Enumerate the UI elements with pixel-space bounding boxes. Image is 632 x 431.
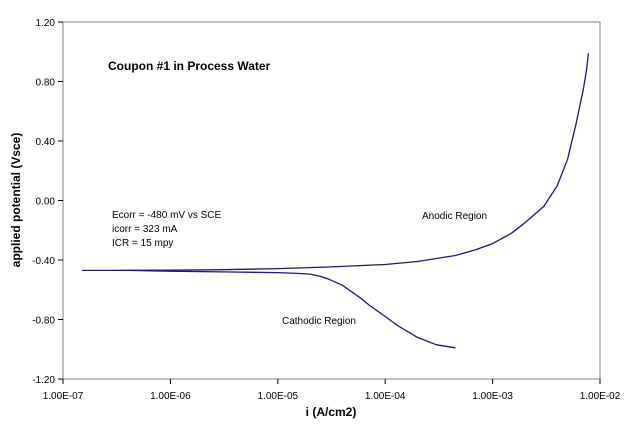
x-tick-label: 1.00E-05 [258, 391, 299, 402]
anodic-curve [81, 53, 590, 272]
y-tick-label: 1.20 [36, 18, 56, 29]
x-tick-label: 1.00E-07 [43, 391, 84, 402]
cathodic-curve [127, 269, 456, 349]
x-tick-label: 1.00E-06 [150, 391, 191, 402]
x-tick-label: 1.00E-04 [365, 391, 406, 402]
annotation-icr: ICR = 15 mpy [112, 238, 173, 249]
x-tick-label: 1.00E-02 [580, 391, 621, 402]
series-layer [81, 53, 590, 349]
chart-title: Coupon #1 in Process Water [108, 59, 271, 73]
x-tick-label: 1.00E-03 [472, 391, 513, 402]
annotation-ecorr: Ecorr = -480 mV vs SCE [112, 210, 222, 221]
y-tick-label: -0.80 [32, 316, 55, 327]
y-tick-label: 0.00 [36, 197, 56, 208]
y-axis: 1.20 0.80 0.40 0.00 -0.40 -0.80 -1.20 [32, 18, 63, 386]
x-axis-title: i (A/cm2) [306, 405, 357, 419]
y-tick-label: 0.80 [36, 78, 56, 89]
y-tick-label: -1.20 [32, 375, 55, 386]
y-axis-title: applied potential (Vsce) [9, 133, 23, 268]
annotation-cathodic-region: Cathodic Region [282, 316, 356, 327]
y-tick-label: -0.40 [32, 256, 55, 267]
annotation-icorr: icorr = 323 mA [112, 224, 178, 235]
plot-area [62, 21, 601, 380]
x-axis: 1.00E-07 1.00E-06 1.00E-05 1.00E-04 1.00E-03… [43, 379, 621, 402]
annotation-anodic-region: Anodic Region [422, 211, 487, 222]
y-tick-label: 0.40 [36, 137, 56, 148]
